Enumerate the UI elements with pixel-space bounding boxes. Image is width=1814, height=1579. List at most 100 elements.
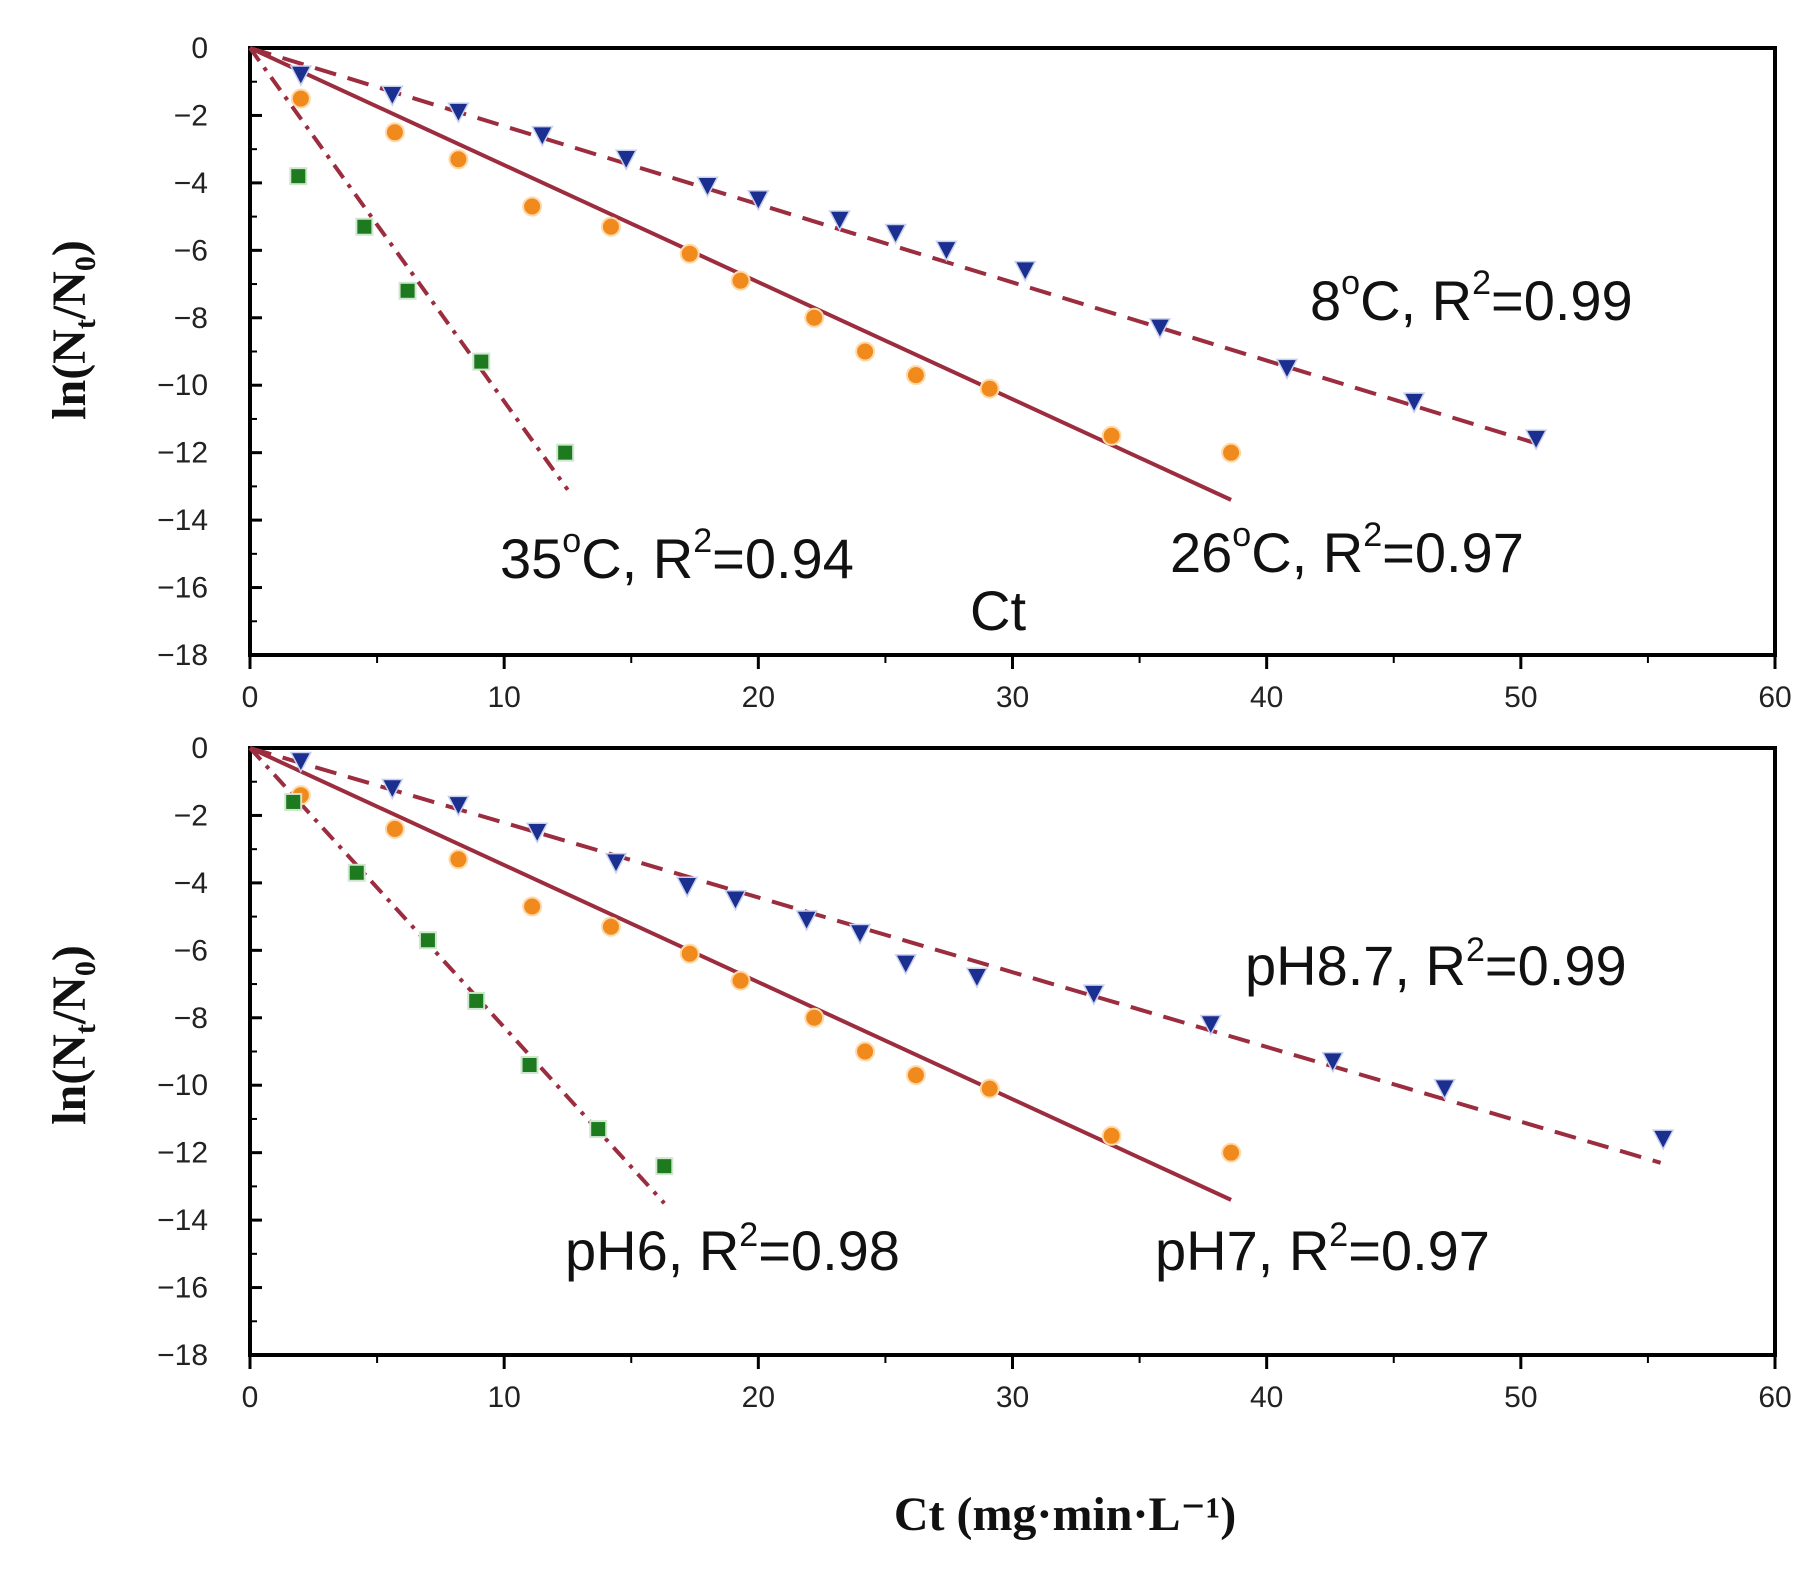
top-x-tick-label: 30	[996, 681, 1029, 714]
top-annot-8c: 8oC, R2=0.99	[1310, 264, 1633, 332]
bottom-x-tick-label: 0	[242, 1381, 259, 1414]
top-point-26°C	[905, 365, 926, 386]
top-point-8°C	[884, 223, 907, 246]
bottom-point-pH8.7	[447, 795, 470, 817]
top-point-26°C	[979, 378, 1000, 399]
bottom-point-pH6	[467, 991, 486, 1010]
bottom-x-tick-label: 40	[1250, 1381, 1283, 1414]
bottom-point-pH8.7	[381, 778, 404, 801]
bottom-x-tick-label: 10	[487, 1381, 520, 1414]
top-y-tick-label: −10	[157, 369, 208, 402]
top-x-tick-label: 0	[242, 681, 259, 714]
top-axes: 0 −2 −4 −6 −8 −10 −12 −14 −16 −18 0 10 20 30 40 50 60	[157, 32, 1792, 714]
top-panel: 0 −2 −4 −6 −8 −10 −12 −14 −16 −18 0 10 20 30 40 50 60 ln…	[43, 32, 1792, 714]
bottom-x-tick-label: 30	[996, 1381, 1029, 1414]
bottom-point-pH7	[522, 896, 543, 917]
bottom-point-pH7	[855, 1041, 876, 1062]
top-y-tick-label: −18	[157, 639, 208, 672]
bottom-point-pH7	[448, 849, 469, 870]
bottom-point-pH6	[418, 931, 437, 950]
top-point-8°C	[447, 102, 470, 124]
top-point-26°C	[1101, 425, 1122, 446]
bottom-point-pH7	[730, 970, 751, 991]
top-x-tick-label: 20	[742, 681, 775, 714]
bottom-point-pH8.7	[1321, 1051, 1344, 1074]
top-point-35°C	[289, 167, 308, 186]
top-point-26°C	[855, 341, 876, 362]
bottom-y-tick-label: −14	[157, 1204, 208, 1237]
x-axis-label: Ct (mg·min·L⁻¹)	[894, 1488, 1236, 1541]
bottom-point-pH6	[655, 1157, 674, 1176]
top-y-tick-label: −8	[174, 302, 208, 335]
bottom-y-tick-label: −2	[174, 799, 208, 832]
bottom-fit-pH8.7	[249, 746, 1662, 1165]
top-point-35°C	[556, 443, 575, 462]
bottom-point-pH8.7	[525, 822, 549, 844]
bottom-x-tick-label: 60	[1758, 1381, 1791, 1414]
top-point-8°C	[531, 125, 554, 148]
bottom-point-pH8.7	[724, 890, 747, 912]
bottom-point-pH6	[347, 863, 366, 882]
bottom-y-tick-label: −12	[157, 1137, 208, 1170]
bottom-annot-ph6: pH6, R2=0.98	[565, 1216, 900, 1282]
top-x-tick-label: 40	[1250, 681, 1283, 714]
top-point-8°C	[935, 240, 958, 262]
top-x-tick-label: 10	[487, 681, 520, 714]
top-point-35°C	[472, 352, 491, 371]
top-point-26°C	[679, 243, 700, 264]
top-point-8°C	[1148, 318, 1172, 340]
top-point-8°C	[614, 149, 638, 171]
bottom-point-pH8.7	[965, 967, 989, 989]
bottom-y-tick-label: −16	[157, 1272, 208, 1305]
bottom-point-pH8.7	[1433, 1078, 1456, 1101]
top-x-tick-label: 50	[1504, 681, 1537, 714]
bottom-point-pH8.7	[604, 852, 628, 875]
svg-text:ln(Nt/N0): ln(Nt/N0)	[43, 240, 102, 420]
bottom-point-pH8.7	[1199, 1014, 1222, 1037]
top-point-8°C	[1524, 429, 1548, 451]
top-annot-35c: 35oC, R2=0.94	[500, 522, 854, 590]
top-plot-frame	[248, 46, 1777, 657]
bottom-plot-frame	[248, 746, 1777, 1357]
top-y-tick-label: −14	[157, 504, 208, 537]
top-x-tick-label: 60	[1758, 681, 1791, 714]
top-y-tick-label: −16	[157, 572, 208, 605]
top-y-tick-label: 0	[191, 32, 208, 65]
bottom-y-tick-label: −4	[174, 867, 208, 900]
bottom-y-tick-label: 0	[191, 732, 208, 765]
bottom-point-pH7	[804, 1007, 825, 1028]
bottom-point-pH6	[284, 792, 303, 811]
bottom-point-pH7	[384, 818, 405, 839]
bottom-point-pH7	[979, 1078, 1000, 1099]
bottom-annot-ph7: pH7, R2=0.97	[1155, 1216, 1490, 1282]
bottom-point-pH8.7	[289, 751, 313, 774]
top-point-26°C	[290, 88, 311, 109]
bottom-point-pH6	[589, 1120, 608, 1139]
top-point-35°C	[398, 281, 417, 300]
top-annot-26c: 26oC, R2=0.97	[1170, 516, 1524, 584]
top-point-8°C	[747, 190, 770, 212]
bottom-y-tick-label: −18	[157, 1339, 208, 1372]
bottom-point-pH8.7	[848, 923, 872, 946]
top-point-8°C	[828, 210, 851, 232]
top-fit-35°C	[248, 46, 570, 491]
bottom-point-pH7	[1101, 1125, 1122, 1146]
top-point-26°C	[600, 216, 621, 237]
top-point-8°C	[381, 85, 404, 107]
bottom-point-pH6	[520, 1055, 539, 1074]
bottom-x-tick-label: 20	[742, 1381, 775, 1414]
top-point-26°C	[384, 122, 405, 143]
top-point-26°C	[804, 307, 825, 328]
bottom-markers	[284, 751, 1675, 1176]
top-point-26°C	[1221, 442, 1242, 463]
bottom-point-pH8.7	[1082, 984, 1106, 1006]
bottom-x-tick-label: 50	[1504, 1381, 1537, 1414]
top-point-8°C	[1013, 260, 1037, 283]
top-markers	[289, 65, 1548, 463]
top-point-8°C	[1402, 392, 1426, 414]
bottom-y-tick-label: −6	[174, 934, 208, 967]
bottom-point-pH8.7	[1651, 1129, 1675, 1151]
bottom-y-tick-label: −10	[157, 1069, 208, 1102]
bottom-axes: 0 −2 −4 −6 −8 −10 −12 −14 −16 −18 0 10 20 30 40 50 60	[157, 732, 1792, 1414]
bottom-point-pH8.7	[675, 876, 699, 898]
